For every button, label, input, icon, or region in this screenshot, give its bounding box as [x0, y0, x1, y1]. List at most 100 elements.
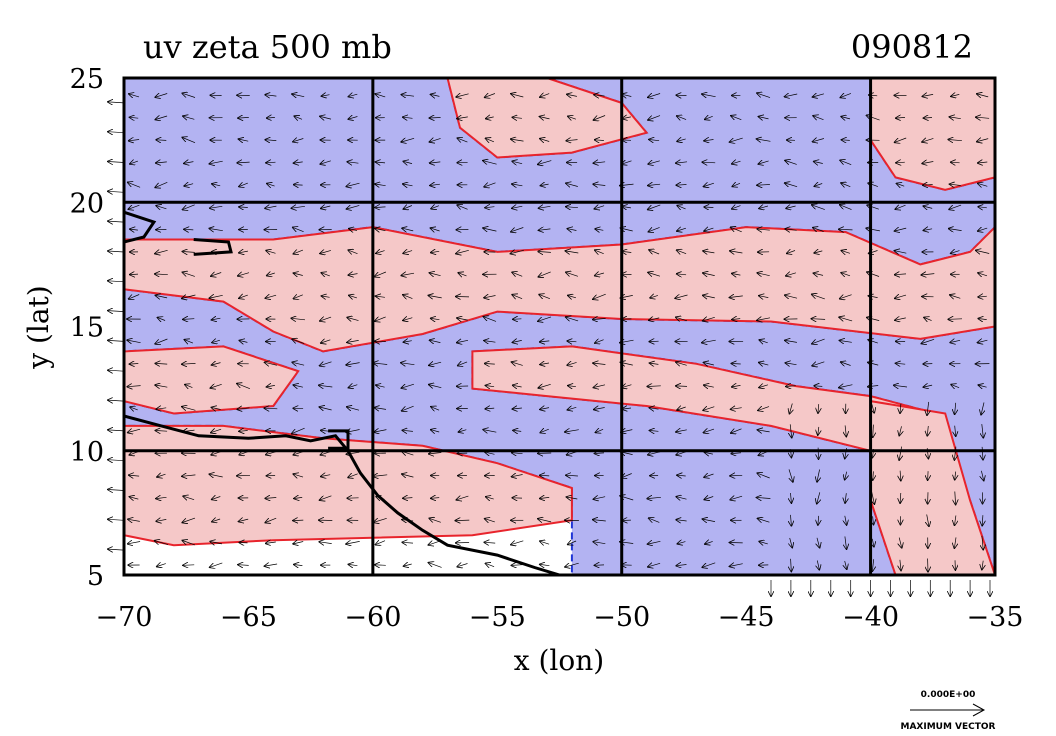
- wind-vector: [292, 427, 305, 433]
- wind-vector: [128, 182, 141, 188]
- wind-vector: [402, 384, 415, 388]
- wind-vector: [429, 453, 442, 454]
- wind-vector: [703, 407, 715, 411]
- wind-vector: [705, 541, 713, 544]
- wind-vector: [981, 470, 983, 481]
- margin-vector: [108, 102, 125, 103]
- wind-vector: [977, 94, 989, 97]
- plot-area: [124, 78, 995, 575]
- wind-vector: [511, 541, 524, 545]
- wind-vector: [483, 228, 497, 231]
- wind-vector: [676, 317, 688, 321]
- wind-vector: [817, 537, 820, 548]
- wind-vector: [129, 294, 140, 299]
- wind-vector: [266, 542, 276, 543]
- wind-vector: [485, 408, 495, 409]
- wind-vector: [595, 340, 604, 343]
- margin-vector: [108, 221, 125, 222]
- wind-vector: [483, 430, 497, 433]
- wind-vector: [266, 162, 276, 163]
- wind-vector: [567, 362, 577, 365]
- wind-vector: [595, 250, 604, 254]
- wind-vector: [210, 295, 223, 298]
- margin-wind-vectors: [108, 102, 990, 596]
- wind-vector: [430, 340, 441, 342]
- wind-vector: [785, 340, 797, 342]
- wind-vector: [348, 274, 358, 276]
- wind-vector: [703, 295, 715, 298]
- wind-vector: [212, 408, 221, 410]
- wind-vector: [540, 497, 550, 498]
- wind-vector: [267, 117, 275, 118]
- wind-vector: [346, 183, 360, 186]
- wind-vector: [403, 430, 413, 431]
- wind-vector: [513, 408, 522, 409]
- wind-vector: [486, 386, 495, 387]
- margin-vector: [108, 370, 125, 371]
- wind-vector: [431, 498, 440, 499]
- wind-vector: [703, 519, 716, 522]
- wind-vector: [981, 402, 984, 415]
- wind-vector: [540, 429, 549, 432]
- y-axis-label: y (lat): [22, 285, 55, 369]
- wind-vector: [539, 206, 551, 208]
- wind-vector: [790, 424, 792, 437]
- wind-vector: [731, 116, 742, 120]
- wind-vector: [320, 362, 332, 366]
- wind-vector: [955, 515, 956, 526]
- wind-vector: [129, 475, 140, 476]
- wind-vector: [730, 475, 743, 476]
- wind-vector: [649, 227, 660, 231]
- wind-vector: [402, 474, 414, 477]
- wind-vector: [375, 94, 386, 97]
- wind-vector: [675, 295, 688, 298]
- wind-vector: [649, 140, 660, 141]
- wind-vector: [374, 430, 387, 433]
- wind-vector: [209, 229, 223, 231]
- wind-vector: [431, 407, 440, 410]
- wind-vector: [676, 386, 688, 387]
- wind-vector: [704, 385, 714, 387]
- wind-vector: [349, 564, 358, 565]
- wind-vector: [456, 250, 469, 253]
- coastlines: [124, 210, 560, 575]
- wind-vector: [212, 340, 221, 342]
- wind-vector: [623, 207, 631, 208]
- wind-vector: [757, 229, 770, 230]
- wind-vector: [593, 363, 606, 364]
- wind-vector: [594, 162, 606, 163]
- wind-vector: [373, 475, 388, 477]
- wind-vector: [759, 385, 769, 388]
- wind-vector: [704, 474, 714, 477]
- wind-vector: [182, 363, 196, 364]
- wind-vector: [594, 408, 605, 410]
- wind-vector: [211, 429, 222, 432]
- wind-vector: [899, 537, 902, 548]
- wind-vector: [568, 116, 577, 119]
- x-tick-label: −65: [220, 602, 277, 633]
- margin-vector: [108, 311, 125, 312]
- wind-vector: [732, 183, 741, 186]
- wind-vector: [294, 385, 303, 387]
- wind-vector: [431, 228, 440, 231]
- wind-vector: [812, 294, 825, 300]
- wind-vector: [294, 565, 303, 566]
- wind-vector: [950, 117, 961, 119]
- wind-vector: [403, 161, 413, 163]
- wind-vector: [540, 117, 550, 119]
- wind-vector: [977, 139, 989, 142]
- wind-vector: [540, 94, 550, 98]
- wind-vector: [677, 116, 687, 120]
- wind-vector: [566, 207, 578, 208]
- wind-vector: [184, 229, 194, 230]
- wind-vector: [840, 295, 852, 299]
- wind-vector: [841, 362, 851, 366]
- wind-vector: [594, 95, 605, 96]
- wind-vector: [239, 207, 248, 208]
- wind-vector: [185, 385, 193, 388]
- wind-vector: [513, 430, 522, 431]
- wind-vector: [294, 185, 303, 186]
- wind-vector: [513, 117, 522, 118]
- date-code: 090812: [851, 28, 973, 66]
- wind-vector: [539, 229, 551, 230]
